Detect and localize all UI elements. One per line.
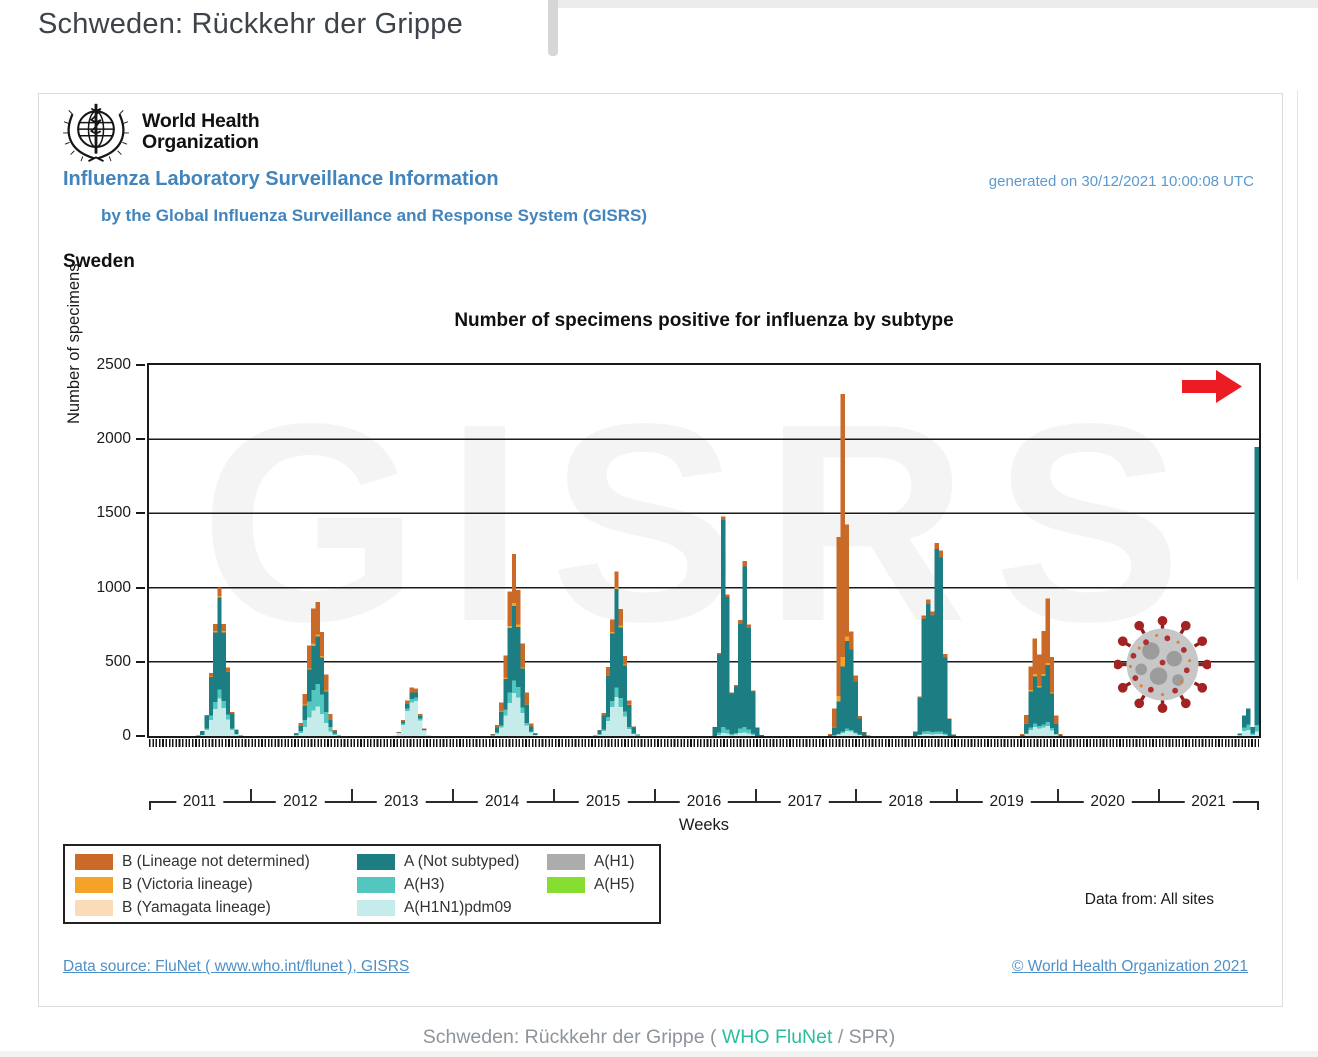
legend-item: A (Not subtyped) (357, 853, 519, 871)
y-tick-mark (136, 735, 145, 737)
legend-item: A(H3) (357, 876, 444, 894)
weekly-tick-comb (149, 739, 1259, 747)
caption-text-post: / SPR) (832, 1026, 896, 1048)
legend-item: A(H1) (547, 853, 634, 871)
y-tick-label: 1500 (96, 504, 131, 521)
scale-end-tick (149, 801, 151, 810)
legend-item: A(H1N1)pdm09 (357, 899, 512, 917)
copyright-link[interactable]: © World Health Organization 2021 (1011, 958, 1248, 975)
y-tick-mark (136, 438, 145, 440)
who-org-line1: World Health (142, 110, 260, 132)
year-label: 2012 (276, 793, 325, 810)
year-boundary-tick (552, 789, 555, 802)
legend-swatch (75, 877, 113, 893)
chart-plot-area: GISRS (147, 363, 1261, 738)
year-boundary-tick (1057, 789, 1060, 802)
data-source-link[interactable]: Data source: FluNet ( www.who.int/flunet… (63, 958, 410, 975)
legend-label: A(H1N1)pdm09 (404, 899, 512, 916)
report-heading: Influenza Laboratory Surveillance Inform… (63, 168, 499, 190)
legend-item: B (Yamagata lineage) (75, 899, 271, 917)
who-org-line2: Organization (142, 131, 259, 153)
who-logo-icon (63, 103, 129, 162)
coronavirus-image (1114, 616, 1211, 713)
year-boundary-tick (653, 789, 656, 802)
y-tick-mark (136, 512, 145, 514)
y-tick-label: 0 (122, 727, 131, 744)
legend-swatch (75, 854, 113, 870)
who-header: World Health Organization (59, 101, 260, 163)
year-boundary-tick (754, 789, 757, 802)
legend-swatch (357, 854, 395, 870)
year-label: 2016 (679, 793, 729, 810)
legend-label: B (Lineage not determined) (122, 853, 310, 870)
legend-swatch (547, 877, 585, 893)
chart-title: Number of specimens positive for influen… (454, 310, 954, 331)
legend-label: A(H1) (594, 853, 635, 870)
year-label: 2015 (578, 793, 628, 810)
y-tick-mark (136, 661, 145, 663)
legend-swatch (357, 877, 395, 893)
top-strip (558, 0, 1318, 8)
legend-label: B (Victoria lineage) (122, 876, 253, 893)
legend-item: A(H5) (547, 876, 634, 894)
who-report-figure: World Health Organization Influenza Labo… (38, 93, 1283, 1007)
legend-label: A(H5) (594, 876, 635, 893)
chart-legend: B (Lineage not determined) B (Victoria li… (63, 844, 661, 924)
legend-item: B (Lineage not determined) (75, 853, 310, 871)
y-tick-label: 1000 (96, 579, 131, 596)
year-label: 2020 (1083, 793, 1132, 810)
y-axis-label: Number of specimens (65, 263, 83, 424)
legend-swatch (357, 900, 395, 916)
report-subheading: by the Global Influenza Surveillance and… (101, 206, 648, 225)
bottom-strip (0, 1051, 1318, 1057)
right-divider (1297, 90, 1298, 580)
generated-timestamp: generated on 30/12/2021 10:00:08 UTC (988, 173, 1254, 190)
legend-swatch (547, 854, 585, 870)
caption-flunet-link[interactable]: WHO FluNet (721, 1026, 833, 1048)
y-tick-label: 2500 (96, 356, 131, 373)
chart-bars (195, 393, 1259, 736)
chart-gridlines (149, 438, 1259, 663)
legend-label: B (Yamagata lineage) (122, 899, 271, 916)
legend-label: A(H3) (404, 876, 445, 893)
year-boundary-tick (855, 789, 858, 802)
year-boundary-tick (350, 789, 353, 802)
year-label: 2014 (477, 793, 527, 810)
y-tick-mark (136, 364, 145, 366)
y-tick-label: 2000 (96, 430, 131, 447)
year-label: 2011 (175, 793, 224, 810)
year-boundary-tick (1158, 789, 1161, 802)
gisrs-watermark: GISRS (200, 365, 1208, 680)
scroll-tab (548, 0, 558, 56)
year-label: 2017 (780, 793, 830, 810)
y-tick-mark (136, 587, 145, 589)
image-caption: Schweden: Rückkehr der Grippe ( WHO FluN… (0, 1026, 1318, 1049)
who-org-name: World Health Organization (142, 111, 260, 153)
y-tick-label: 500 (105, 653, 131, 670)
year-label: 2018 (881, 793, 931, 810)
year-label: 2021 (1184, 793, 1233, 810)
year-boundary-tick (451, 789, 454, 802)
legend-swatch (75, 900, 113, 916)
year-boundary-tick (249, 789, 252, 802)
x-axis-year-scale: 2011 2012 2013 2014 2015 2016 2017 2018 2019 2020… (149, 789, 1259, 819)
x-axis-label: Weeks (678, 816, 730, 834)
scale-end-tick (1257, 801, 1259, 810)
caption-text-pre: Schweden: Rückkehr der Grippe ( (422, 1026, 722, 1048)
year-boundary-tick (956, 789, 959, 802)
legend-label: A (Not subtyped) (404, 853, 520, 870)
country-label: Sweden (63, 251, 135, 272)
data-from-note: Data from: All sites (1084, 891, 1214, 908)
legend-item: B (Victoria lineage) (75, 876, 253, 894)
year-label: 2013 (377, 793, 426, 810)
page-title: Schweden: Rückkehr der Grippe (38, 8, 463, 40)
year-label: 2019 (982, 793, 1031, 810)
red-arrow-icon (1182, 370, 1242, 403)
